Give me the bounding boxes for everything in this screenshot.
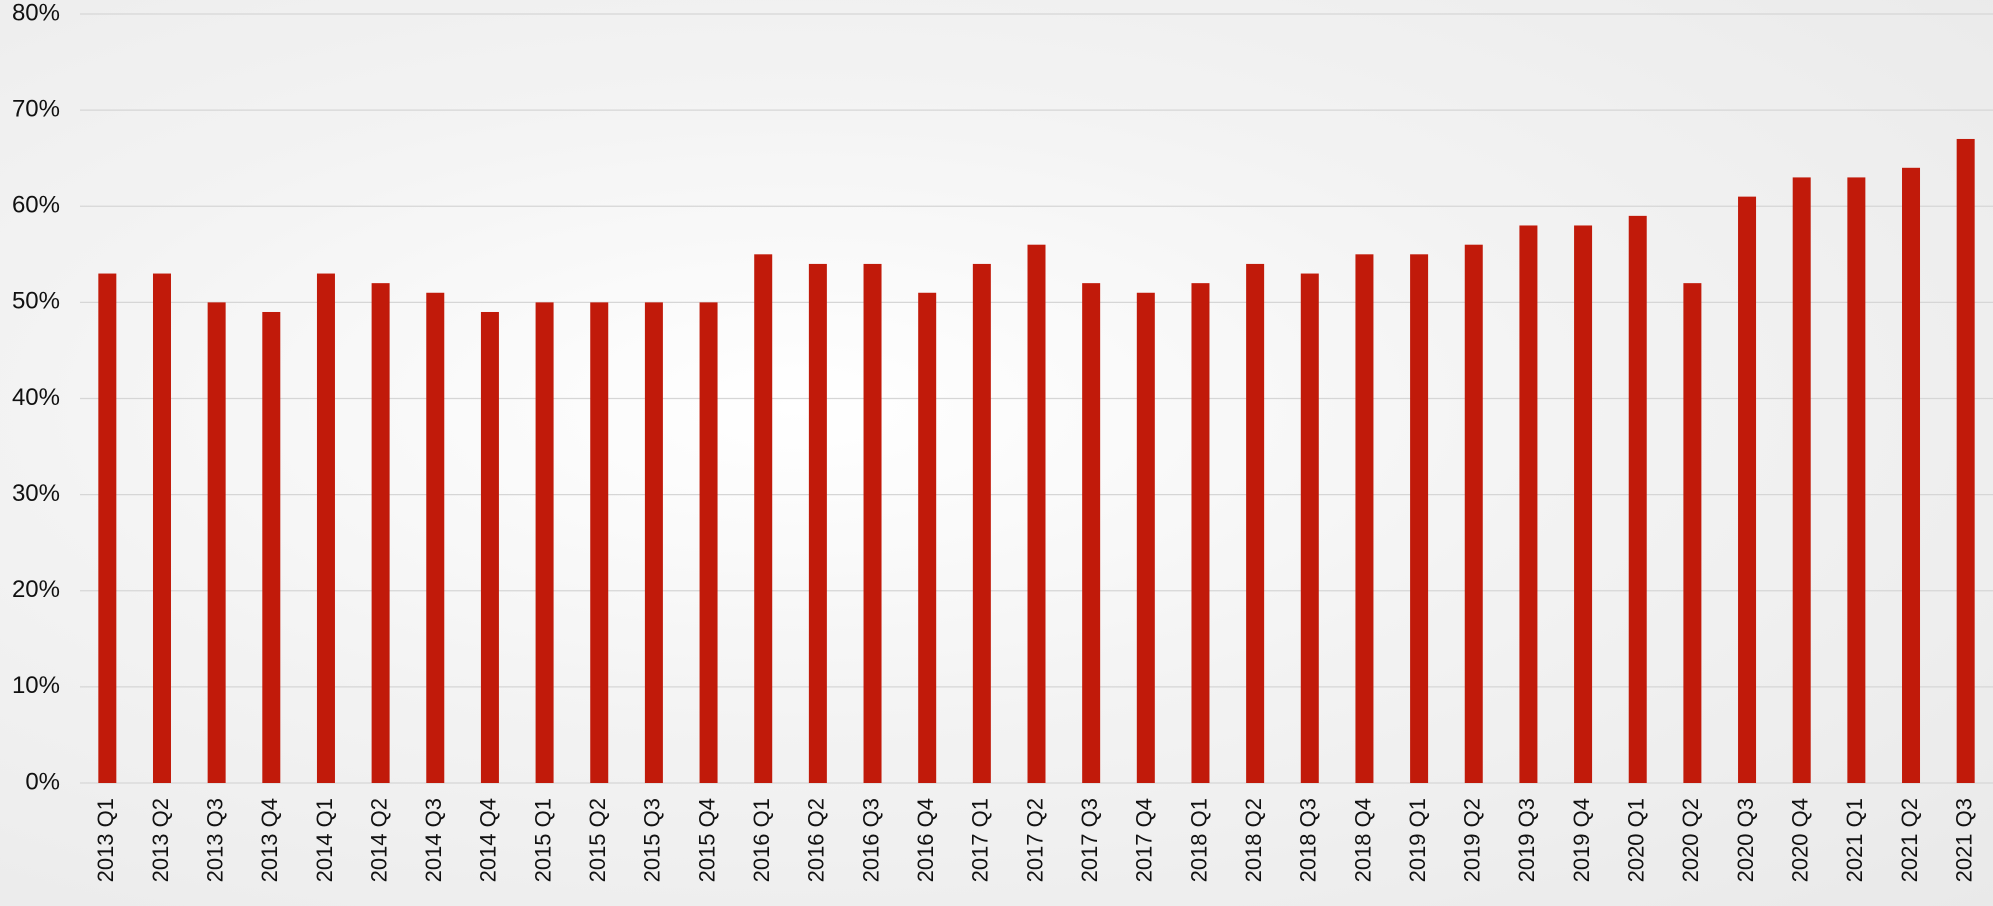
bar	[480, 311, 499, 783]
bar	[1683, 283, 1702, 783]
x-tick-label: 2015 Q2	[585, 798, 610, 882]
y-tick-label: 40%	[12, 384, 60, 411]
x-tick-label: 2020 Q4	[1788, 798, 1813, 882]
bar	[1082, 283, 1101, 783]
bar	[754, 254, 773, 783]
x-tick-label: 2015 Q3	[640, 798, 665, 882]
bar	[1738, 196, 1757, 783]
x-tick-label: 2017 Q2	[1022, 798, 1047, 882]
x-tick-label: 2020 Q2	[1678, 798, 1703, 882]
x-tick-label: 2014 Q3	[421, 798, 446, 882]
bar	[699, 302, 718, 783]
bar	[1956, 138, 1975, 783]
x-tick-label: 2013 Q2	[148, 798, 173, 882]
x-tick-label: 2013 Q1	[93, 798, 118, 882]
y-tick-label: 60%	[12, 192, 60, 219]
y-tick-label: 50%	[12, 288, 60, 315]
bar	[1136, 292, 1155, 783]
x-tick-label: 2015 Q1	[530, 798, 555, 882]
x-tick-label: 2019 Q3	[1514, 798, 1539, 882]
x-tick-label: 2018 Q2	[1241, 798, 1266, 882]
bar	[1300, 273, 1319, 783]
x-tick-label: 2020 Q1	[1624, 798, 1649, 882]
x-tick-label: 2016 Q3	[858, 798, 883, 882]
bar	[152, 273, 171, 783]
bar	[808, 263, 827, 783]
x-tick-label: 2019 Q4	[1569, 798, 1594, 882]
x-tick-label: 2017 Q4	[1132, 798, 1157, 882]
x-tick-label: 2014 Q1	[312, 798, 337, 882]
bar	[98, 273, 117, 783]
x-tick-label: 2013 Q4	[257, 798, 282, 882]
bar	[316, 273, 335, 783]
bar	[1792, 177, 1811, 784]
bar	[1574, 225, 1593, 784]
bar	[1628, 215, 1647, 784]
x-tick-label: 2020 Q3	[1733, 798, 1758, 882]
x-tick-label: 2014 Q4	[476, 798, 501, 882]
y-tick-label: 30%	[12, 480, 60, 507]
bar	[1519, 225, 1538, 784]
x-tick-label: 2016 Q4	[913, 798, 938, 882]
x-tick-label: 2021 Q3	[1951, 798, 1976, 882]
x-tick-label: 2019 Q2	[1460, 798, 1485, 882]
x-tick-label: 2021 Q2	[1897, 798, 1922, 882]
y-tick-label: 10%	[12, 672, 60, 699]
y-tick-label: 0%	[25, 768, 60, 795]
x-tick-label: 2014 Q2	[366, 798, 391, 882]
x-tick-label: 2018 Q3	[1296, 798, 1321, 882]
x-tick-label: 2018 Q4	[1350, 798, 1375, 882]
y-tick-label: 20%	[12, 576, 60, 603]
bar	[1902, 167, 1921, 784]
bar	[426, 292, 445, 783]
bar	[918, 292, 937, 783]
bar	[863, 263, 882, 783]
x-tick-label: 2013 Q3	[202, 798, 227, 882]
bar	[972, 263, 991, 783]
x-tick-label: 2016 Q1	[749, 798, 774, 882]
bar	[262, 311, 281, 783]
x-tick-label: 2021 Q1	[1842, 798, 1867, 882]
bar	[590, 302, 609, 783]
bar	[1191, 283, 1210, 783]
x-tick-label: 2015 Q4	[694, 798, 719, 882]
bar	[535, 302, 554, 783]
bar	[371, 283, 390, 783]
bar	[1027, 244, 1046, 783]
x-tick-label: 2016 Q2	[804, 798, 829, 882]
y-tick-label: 70%	[12, 95, 60, 122]
y-tick-label: 80%	[12, 0, 60, 26]
bar	[207, 302, 226, 783]
x-tick-label: 2017 Q1	[968, 798, 993, 882]
bar	[1246, 263, 1265, 783]
bar	[1355, 254, 1374, 783]
bar	[1847, 177, 1866, 784]
x-tick-label: 2017 Q3	[1077, 798, 1102, 882]
x-tick-label: 2018 Q1	[1186, 798, 1211, 882]
bar	[1464, 244, 1483, 783]
bar	[1410, 254, 1429, 783]
bar	[644, 302, 663, 783]
x-tick-label: 2019 Q1	[1405, 798, 1430, 882]
